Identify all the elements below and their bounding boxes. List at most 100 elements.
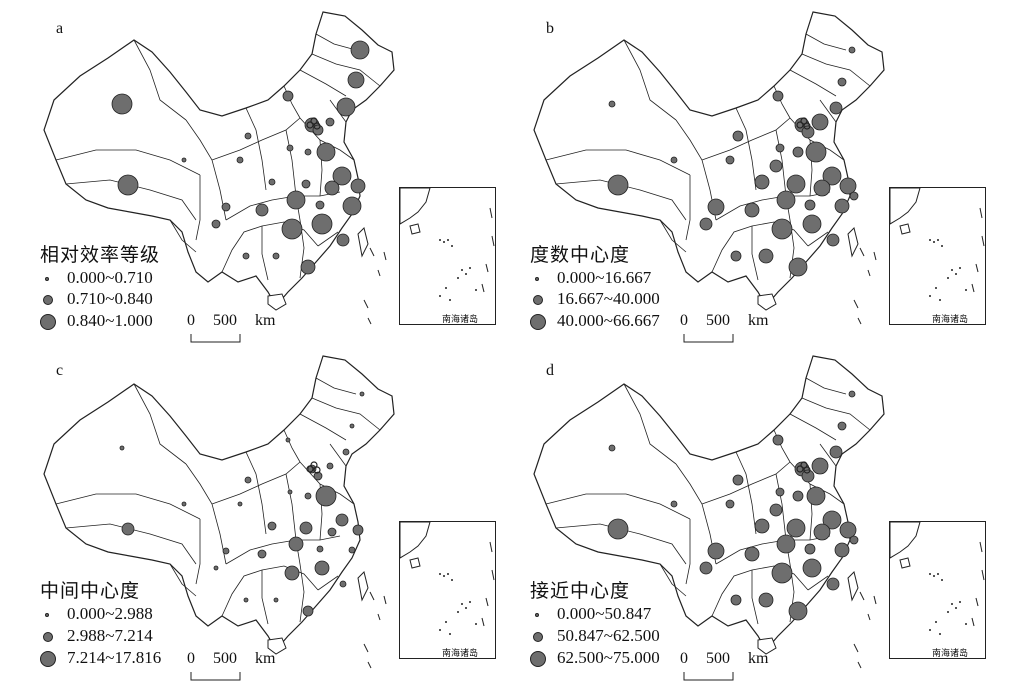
inset-island xyxy=(959,601,961,603)
province-symbol xyxy=(286,144,294,152)
province-symbol xyxy=(769,503,783,517)
province-border xyxy=(715,535,831,565)
inset-mainland xyxy=(890,522,921,559)
province-symbol xyxy=(670,156,678,164)
scale-bar xyxy=(190,334,241,343)
inset-island xyxy=(449,633,451,635)
province-border xyxy=(317,231,339,247)
inset-mainland xyxy=(400,188,431,225)
panel-letter: d xyxy=(546,362,554,379)
inset-dash xyxy=(979,541,983,553)
province-border xyxy=(55,493,201,520)
province-border xyxy=(555,179,687,221)
province-symbol xyxy=(744,202,760,218)
province-symbol xyxy=(792,146,804,158)
panel-letter: b xyxy=(546,20,554,37)
inset-island xyxy=(929,295,931,297)
inset-island xyxy=(447,239,449,241)
inset-hainan xyxy=(409,223,421,235)
province-symbol xyxy=(730,594,742,606)
hainan-island xyxy=(267,293,287,311)
inset-island xyxy=(947,611,949,613)
legend-symbol-large xyxy=(530,314,546,330)
cluster-ring xyxy=(313,122,321,130)
province-symbol xyxy=(801,469,815,483)
province-symbol xyxy=(837,77,847,87)
province-symbol xyxy=(301,179,311,189)
province-symbol xyxy=(849,535,859,545)
province-border xyxy=(801,397,871,431)
province-symbol xyxy=(299,521,313,535)
south-china-sea-inset: 南海诸岛 xyxy=(889,521,986,659)
legend-title: 度数中心度 xyxy=(530,245,631,266)
legend-symbol-large xyxy=(40,651,56,667)
province-border xyxy=(807,575,829,591)
inset-dash xyxy=(971,617,975,627)
inset-dash xyxy=(485,263,489,273)
legend-range-medium: 0.710~0.840 xyxy=(67,289,153,308)
province-symbol xyxy=(788,257,808,277)
inset-island xyxy=(469,601,471,603)
cluster-ring xyxy=(800,117,808,125)
inset-islands xyxy=(400,188,495,301)
province-symbol xyxy=(804,199,816,211)
province-border xyxy=(261,570,269,625)
inset-island xyxy=(451,245,453,247)
province-symbol xyxy=(849,191,859,201)
province-symbol xyxy=(813,523,831,541)
cluster-ring xyxy=(306,121,314,129)
province-symbol xyxy=(312,124,324,136)
inset-island xyxy=(929,573,931,575)
province-symbol xyxy=(221,202,231,212)
province-border xyxy=(65,179,197,221)
coast-dash xyxy=(873,595,877,605)
inset-island xyxy=(951,269,953,271)
province-symbol xyxy=(829,101,843,115)
province-symbol xyxy=(769,159,783,173)
inset-dash xyxy=(981,569,985,581)
province-symbol xyxy=(730,250,742,262)
province-symbol xyxy=(347,71,365,89)
legend-range-medium: 50.847~62.500 xyxy=(557,626,660,645)
province-border xyxy=(701,117,791,161)
province-symbol xyxy=(732,474,744,486)
province-symbol xyxy=(771,218,793,240)
province-symbol xyxy=(326,462,334,470)
coast-dash xyxy=(367,317,372,325)
cluster-ring xyxy=(313,466,321,474)
province-border xyxy=(659,563,687,597)
province-border xyxy=(285,129,297,197)
province-symbol xyxy=(805,141,827,163)
province-border xyxy=(805,33,847,51)
province-symbol xyxy=(725,155,735,165)
province-symbol xyxy=(284,565,300,581)
province-border xyxy=(225,191,341,221)
province-symbol xyxy=(725,499,735,509)
province-symbol xyxy=(813,179,831,197)
province-symbol xyxy=(286,190,306,210)
province-symbol xyxy=(288,536,304,552)
province-symbol xyxy=(281,218,303,240)
legend-title: 相对效率等级 xyxy=(40,245,161,266)
province-symbol xyxy=(607,518,629,540)
province-border xyxy=(805,377,847,395)
legend-symbol-small xyxy=(45,613,49,617)
cluster-ring xyxy=(803,122,811,130)
province-symbol xyxy=(848,46,856,54)
province-symbol xyxy=(359,391,365,397)
province-symbol xyxy=(311,213,333,235)
province-border xyxy=(169,219,197,253)
china-province-basemap xyxy=(533,355,885,669)
china-province-basemap xyxy=(533,11,885,325)
province-symbol xyxy=(350,40,370,60)
province-symbol xyxy=(267,521,277,531)
province-symbol xyxy=(801,125,815,139)
province-border xyxy=(701,461,791,505)
province-symbol xyxy=(315,485,337,507)
province-symbol xyxy=(304,492,312,500)
province-border xyxy=(789,69,837,97)
province-symbol xyxy=(222,547,230,555)
province-border xyxy=(801,53,871,87)
province-symbol xyxy=(699,217,713,231)
legend-range-medium: 2.988~7.214 xyxy=(67,626,153,645)
